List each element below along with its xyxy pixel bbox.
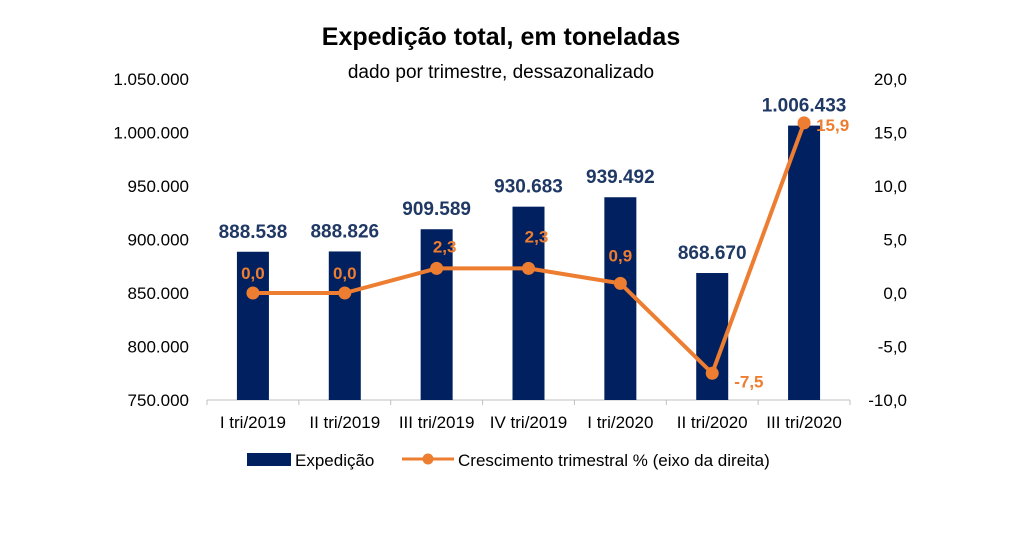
legend-label-expedicao: Expedição	[295, 451, 374, 470]
legend-swatch-expedicao	[247, 453, 291, 466]
growth-point	[522, 261, 535, 275]
growth-value-label: -7,5	[734, 372, 763, 391]
bar	[604, 197, 637, 400]
x-tick-label: III tri/2019	[399, 413, 475, 432]
bar-value-label: 930.683	[494, 177, 563, 198]
x-tick-label: IV tri/2019	[490, 413, 568, 432]
y-right-tick-label: 5,0	[883, 231, 907, 250]
bar	[236, 251, 269, 400]
axes: 750.000 800.000 850.000 900.000 950.000 1.000…	[113, 70, 907, 432]
growth-value-label: 15,9	[816, 116, 849, 135]
legend-marker-crescimento	[422, 453, 434, 465]
bar	[788, 125, 821, 400]
chart-title: Expedição total, em toneladas	[322, 23, 680, 51]
bar	[328, 251, 361, 400]
bar-value-label: 1.006.433	[762, 96, 847, 117]
bar-value-label: 868.670	[678, 243, 747, 264]
y-left-tick-label: 1.050.000	[113, 70, 189, 89]
bar	[696, 273, 729, 400]
growth-value-label: 0,0	[333, 264, 357, 283]
x-tick-label: I tri/2020	[587, 413, 653, 432]
y-right-tick-label: -10,0	[868, 391, 907, 410]
y-left-tick-label: 850.000	[128, 284, 189, 303]
growth-value-label: 2,3	[525, 227, 549, 246]
y-right-tick-label: 0,0	[883, 284, 907, 303]
growth-point	[338, 286, 352, 300]
x-tick-label: I tri/2019	[220, 413, 286, 432]
y-right-tick-label: -5,0	[878, 338, 907, 357]
growth-point	[797, 116, 811, 130]
chart-subtitle: dado por trimestre, dessazonalizado	[348, 62, 654, 83]
growth-point	[705, 366, 719, 380]
data-labels: 888.538 888.826 909.589 930.683 939.492 868.6…	[219, 96, 850, 392]
growth-value-label: 0,9	[609, 246, 633, 265]
bar-value-label: 909.589	[402, 199, 471, 220]
legend: Expedição Crescimento trimestral % (eixo…	[247, 451, 770, 470]
y-left-tick-label: 900.000	[128, 231, 189, 250]
growth-point	[430, 261, 444, 275]
bars	[236, 125, 821, 400]
x-tick-label: III tri/2020	[766, 413, 842, 432]
growth-value-label: 0,0	[241, 264, 265, 283]
bar-value-label: 939.492	[586, 167, 655, 188]
growth-point	[246, 286, 260, 300]
y-left-tick-label: 750.000	[128, 391, 189, 410]
y-left-tick-label: 1.000.000	[113, 124, 189, 143]
legend-label-crescimento: Crescimento trimestral % (eixo da direit…	[458, 451, 770, 470]
bar	[420, 229, 453, 400]
bar	[512, 206, 545, 400]
bar-value-label: 888.538	[219, 222, 288, 243]
growth-point	[613, 276, 627, 290]
y-right-tick-label: 15,0	[874, 124, 907, 143]
y-right-tick-label: 10,0	[874, 177, 907, 196]
bar-value-label: 888.826	[310, 221, 379, 242]
y-left-tick-label: 800.000	[128, 338, 189, 357]
x-tick-label: II tri/2019	[309, 413, 380, 432]
y-left-tick-label: 950.000	[128, 177, 189, 196]
growth-line	[246, 116, 811, 380]
growth-value-label: 2,3	[433, 237, 457, 256]
x-tick-label: II tri/2020	[677, 413, 748, 432]
y-right-tick-label: 20,0	[874, 70, 907, 89]
